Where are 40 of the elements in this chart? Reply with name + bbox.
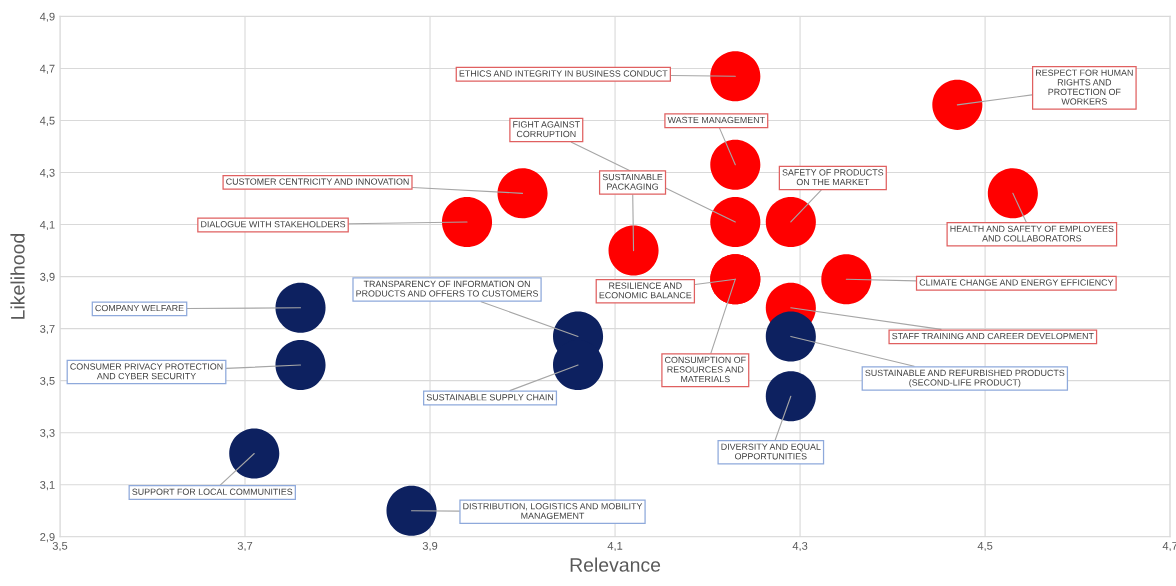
x-tick-label: 4,5 [977, 542, 993, 552]
y-tick-label: 4,3 [39, 168, 55, 178]
annotation: SUSTAINABLE SUPPLY CHAIN [426, 394, 554, 401]
x-tick-label: 4,3 [792, 541, 808, 552]
y-tick-label: 3,9 [40, 272, 55, 283]
annotation: RESILIENCE AND ECONOMIC BALANCE [599, 282, 692, 299]
annotation: DISTRIBUTION, LOGISTICS AND MOBILITY MANAGEMENT [463, 503, 643, 519]
y-tick-label: 4,9 [39, 12, 55, 22]
y-tick-label: 2,9 [40, 533, 55, 543]
annotation: STAFF TRAINING AND CAREER DEVELOPMENT [892, 332, 1094, 340]
annotation: RESPECT FOR HUMAN RIGHTS AND PROTECTION OF WORKERS [1036, 69, 1133, 105]
annotation: FIGHT AGAINST CORRUPTION [513, 121, 580, 138]
annotation: WASTE MANAGEMENT [667, 116, 765, 124]
annotation: DIVERSITY AND EQUAL OPPORTUNITIES [721, 443, 821, 460]
annotation: SUSTAINABLE PACKAGING [602, 173, 663, 190]
annotation: CONSUMPTION OF RESOURCES AND MATERIALS [665, 356, 746, 383]
annotation: CONSUMER PRIVACY PROTECTION AND CYBER SECURITY [70, 363, 223, 380]
y-tick-label: 3,3 [40, 428, 55, 439]
y-tick-label: 4,1 [39, 220, 55, 230]
annotation: CUSTOMER CENTRICITY AND INNOVATION [226, 178, 409, 185]
annotation: SUSTAINABLE AND REFURBISHED PRODUCTS (SECOND-LIFE PRODUCT) [865, 369, 1065, 388]
y-tick-label: 4,7 [39, 64, 55, 74]
y-axis-title: Likelihood [10, 234, 25, 319]
y-tick-label: 4,5 [39, 116, 55, 126]
annotation: TRANSPARENCY OF INFORMATION ON PRODUCTS AND OFFERS TO CUSTOMERS [356, 280, 539, 297]
x-tick-label: 3,7 [237, 541, 253, 552]
x-tick-label: 4,1 [607, 542, 623, 552]
y-tick-label: 3,5 [40, 376, 55, 387]
y-tick-label: 3,7 [40, 324, 55, 335]
annotation: SUPPORT FOR LOCAL COMMUNITIES [132, 488, 293, 495]
annotation: SAFETY OF PRODUCTS ON THE MARKET [782, 169, 884, 186]
x-tick-label: 3,5 [52, 541, 68, 552]
annotation: CLIMATE CHANGE AND ENERGY EFFICIENCY [919, 279, 1114, 286]
y-tick-label: 3,1 [40, 481, 55, 491]
annotation: COMPANY WELFARE [95, 304, 184, 312]
annotation: HEALTH AND SAFETY OF EMPLOYEES AND COLLABORATORS [950, 225, 1114, 242]
annotation: ETHICS AND INTEGRITY IN BUSINESS CONDUCT [459, 70, 668, 77]
x-tick-label: 3,9 [422, 541, 438, 552]
x-axis-title: Relevance [570, 557, 661, 572]
annotation: DIALOGUE WITH STAKEHOLDERS [201, 221, 346, 228]
